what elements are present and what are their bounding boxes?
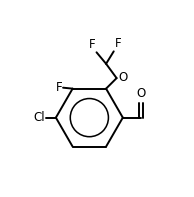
Text: F: F	[115, 37, 121, 50]
Text: O: O	[118, 71, 127, 84]
Text: O: O	[136, 87, 146, 100]
Text: F: F	[89, 38, 96, 51]
Text: Cl: Cl	[34, 111, 45, 124]
Text: F: F	[55, 81, 62, 94]
